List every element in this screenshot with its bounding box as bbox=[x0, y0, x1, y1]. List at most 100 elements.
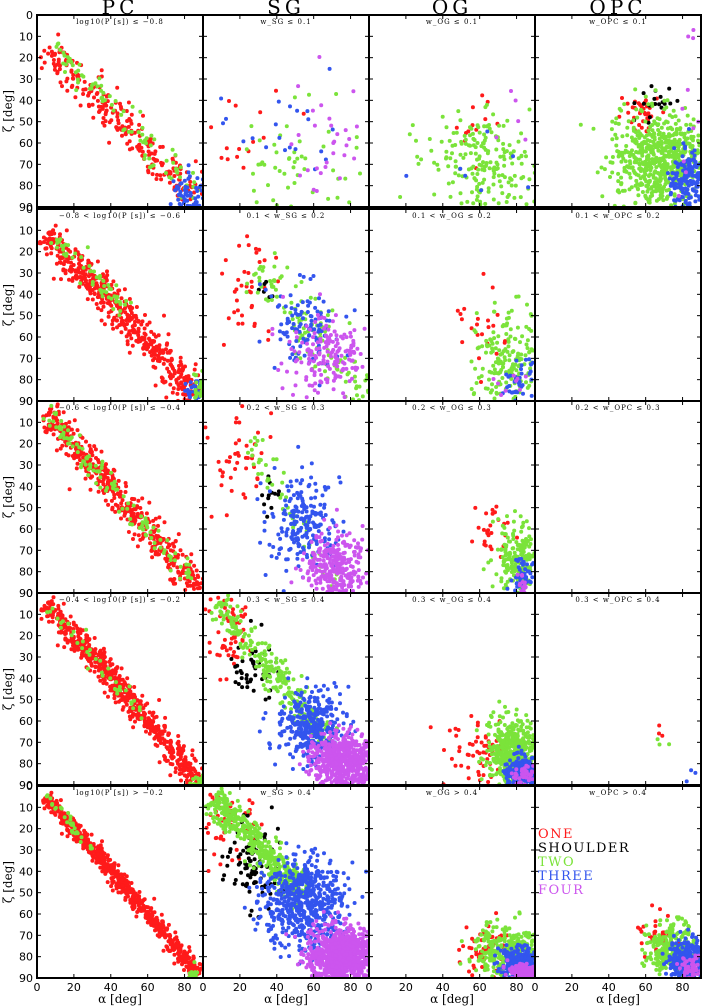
point-three bbox=[274, 555, 279, 560]
point-three bbox=[269, 554, 274, 559]
point-one bbox=[74, 466, 79, 471]
point-four bbox=[335, 557, 340, 562]
point-one bbox=[55, 71, 60, 76]
point-three bbox=[295, 538, 300, 543]
point-two bbox=[502, 157, 507, 162]
point-two bbox=[263, 463, 268, 467]
point-two bbox=[453, 159, 458, 164]
point-two bbox=[92, 269, 96, 274]
point-four bbox=[344, 533, 349, 538]
point-one bbox=[71, 73, 76, 77]
point-two bbox=[70, 444, 75, 449]
point-one bbox=[130, 712, 135, 717]
point-four bbox=[326, 327, 331, 332]
point-three bbox=[301, 316, 305, 321]
point-four bbox=[309, 583, 314, 588]
point-four bbox=[342, 583, 347, 587]
point-one bbox=[95, 259, 100, 264]
point-three bbox=[282, 508, 287, 513]
point-three bbox=[519, 371, 524, 376]
point-three bbox=[305, 337, 310, 342]
point-two bbox=[117, 300, 122, 304]
point-three bbox=[690, 187, 695, 192]
point-four bbox=[279, 361, 284, 366]
point-three bbox=[505, 586, 510, 591]
point-one bbox=[227, 459, 232, 464]
point-three bbox=[188, 380, 193, 385]
point-two bbox=[88, 269, 93, 274]
point-one bbox=[220, 470, 225, 475]
point-three bbox=[301, 547, 306, 552]
point-two bbox=[638, 157, 642, 162]
point-two bbox=[696, 133, 701, 138]
point-three bbox=[301, 336, 306, 341]
point-two bbox=[610, 160, 615, 165]
point-three bbox=[674, 173, 679, 178]
point-four bbox=[317, 568, 322, 573]
point-one bbox=[156, 523, 160, 528]
point-two bbox=[79, 462, 84, 467]
point-two bbox=[509, 183, 514, 188]
point-one bbox=[483, 117, 488, 122]
point-two bbox=[473, 366, 478, 371]
point-two bbox=[186, 567, 191, 572]
point-four bbox=[298, 568, 303, 572]
point-two bbox=[496, 334, 501, 339]
y-tick-label: 20 bbox=[19, 52, 33, 65]
point-one bbox=[56, 57, 61, 62]
point-one bbox=[233, 451, 238, 456]
point-two bbox=[641, 160, 646, 165]
point-one bbox=[233, 467, 238, 471]
point-four bbox=[496, 381, 500, 386]
point-two bbox=[273, 287, 278, 292]
point-three bbox=[668, 192, 673, 197]
point-four bbox=[347, 348, 352, 353]
point-three bbox=[283, 498, 288, 503]
point-two bbox=[249, 447, 254, 452]
point-two bbox=[323, 369, 327, 374]
point-four bbox=[312, 552, 317, 557]
panel-points bbox=[578, 28, 701, 207]
point-one bbox=[78, 103, 83, 108]
point-three bbox=[309, 496, 314, 501]
point-four bbox=[350, 349, 355, 354]
point-four bbox=[323, 165, 328, 169]
point-three bbox=[295, 530, 300, 535]
point-two bbox=[656, 148, 661, 153]
panel-points bbox=[39, 595, 203, 785]
point-four bbox=[324, 323, 329, 328]
point-three bbox=[262, 520, 267, 524]
point-four bbox=[337, 561, 342, 566]
point-two bbox=[334, 92, 339, 96]
point-one bbox=[97, 479, 102, 484]
point-two bbox=[102, 284, 107, 288]
y-tick-label: 10 bbox=[19, 224, 33, 237]
point-three bbox=[278, 337, 283, 342]
point-three bbox=[323, 157, 328, 162]
point-three bbox=[173, 188, 177, 193]
point-three bbox=[270, 511, 275, 516]
point-two bbox=[94, 481, 99, 486]
point-four bbox=[517, 387, 522, 392]
point-one bbox=[156, 354, 161, 359]
point-two bbox=[524, 380, 528, 385]
point-two bbox=[251, 462, 256, 467]
point-three bbox=[176, 197, 181, 202]
point-four bbox=[311, 573, 316, 578]
point-one bbox=[57, 67, 62, 72]
point-shoulder bbox=[262, 502, 267, 507]
point-two bbox=[63, 70, 67, 74]
panel-points bbox=[455, 271, 535, 401]
point-two bbox=[107, 286, 112, 291]
point-two bbox=[513, 337, 518, 341]
point-two bbox=[657, 117, 662, 122]
point-one bbox=[167, 542, 172, 547]
point-four bbox=[681, 159, 686, 164]
point-four bbox=[287, 339, 292, 344]
point-two bbox=[354, 384, 359, 389]
point-four bbox=[333, 313, 338, 318]
point-three bbox=[291, 493, 296, 498]
point-two bbox=[250, 453, 255, 458]
point-four bbox=[310, 108, 315, 113]
point-one bbox=[235, 308, 240, 313]
